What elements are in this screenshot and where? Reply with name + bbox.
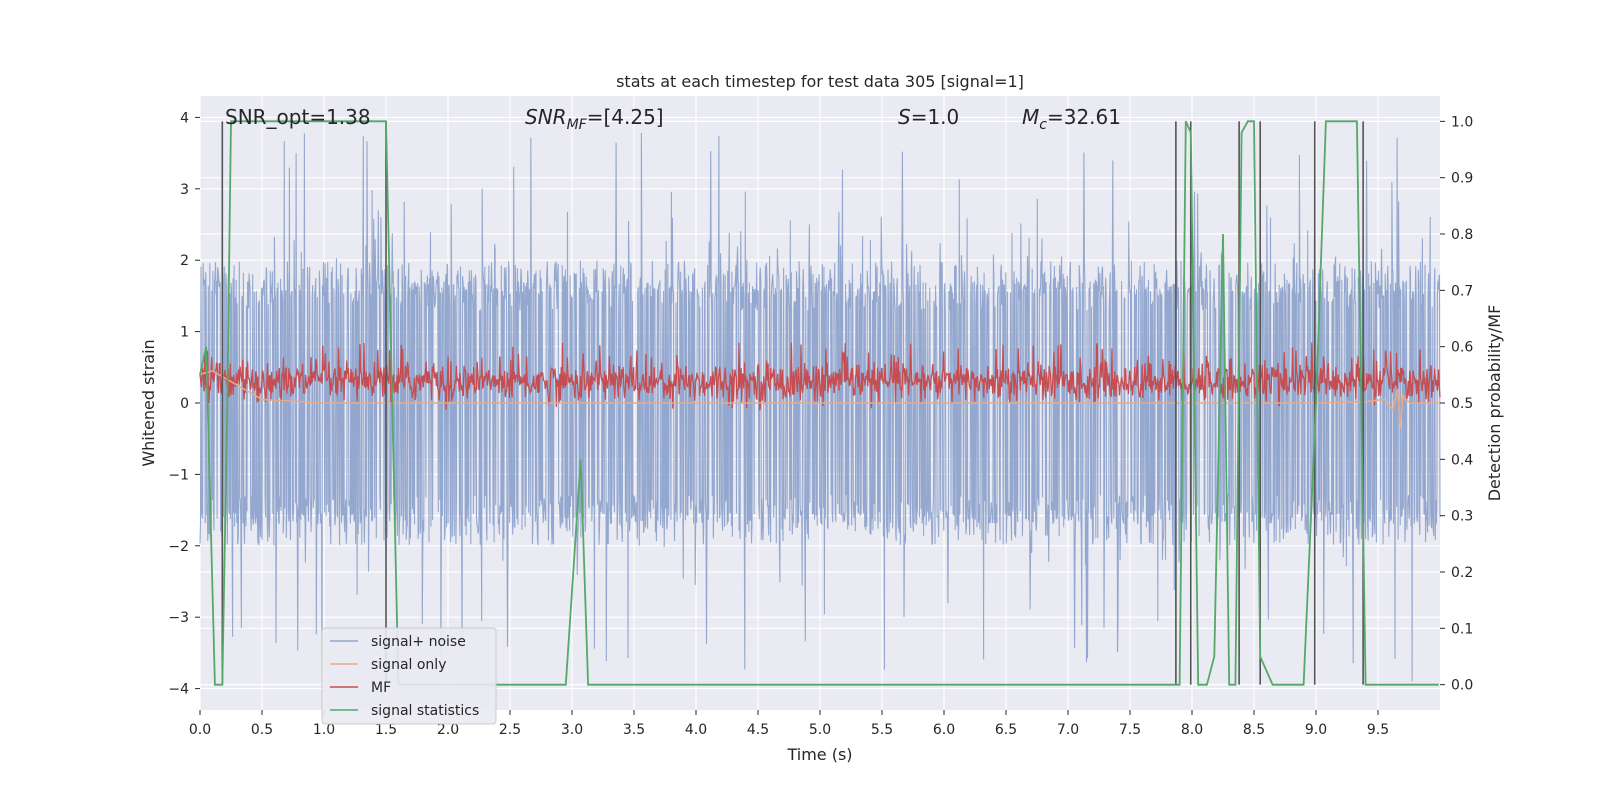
- legend-box: [321, 627, 497, 725]
- y2-tick-label: 0.6: [1451, 340, 1473, 356]
- y-tick-label: 2: [180, 253, 189, 269]
- x-tick-label: 6.0: [933, 722, 955, 738]
- x-tick-label: 7.5: [1119, 722, 1141, 738]
- y-tick-label: −4: [168, 682, 189, 698]
- x-tick-label: 0.0: [189, 722, 211, 738]
- x-tick-label: 2.5: [499, 722, 521, 738]
- annotation-mc-main: M: [1022, 105, 1039, 129]
- y2-tick-label: 0.9: [1451, 171, 1473, 187]
- legend-label-signal-only: signal only: [371, 657, 446, 673]
- x-tick-label: 5.5: [871, 722, 893, 738]
- x-tick-label: 4.0: [685, 722, 707, 738]
- x-axis-ticks: 0.0 0.5 1.0 1.5 2.0 2.5 3.0 3.5 4.0 4.5 5.0 5.5 6.0 6…: [189, 710, 1389, 738]
- series-signal-plus-noise: [199, 132, 1441, 682]
- y2-axis-ticks: 0.0 0.1 0.2 0.3 0.4 0.5 0.6 0.7 0.8 0.9 1.0: [1440, 114, 1473, 694]
- annotation-s: S=1.0: [898, 105, 959, 129]
- series-mf: [199, 342, 1441, 411]
- series-signal-statistics: [199, 120, 1439, 686]
- x-tick-label: 3.5: [623, 722, 645, 738]
- x-axis-label: Time (s): [786, 745, 852, 764]
- y-tick-label: −3: [168, 610, 189, 626]
- y2-tick-label: 0.2: [1451, 565, 1473, 581]
- x-tick-label: 0.5: [251, 722, 273, 738]
- y-axis-label: Whitened strain: [139, 339, 158, 466]
- y2-tick-label: 0.8: [1451, 227, 1473, 243]
- x-tick-label: 9.5: [1367, 722, 1389, 738]
- y2-tick-label: 0.3: [1451, 509, 1473, 525]
- x-tick-label: 8.5: [1243, 722, 1265, 738]
- x-tick-label: 4.5: [747, 722, 769, 738]
- y-tick-label: 1: [180, 325, 189, 341]
- y2-tick-label: 0.4: [1451, 452, 1473, 468]
- legend-label-mf: MF: [371, 680, 391, 696]
- y-tick-label: 0: [180, 396, 189, 412]
- x-tick-label: 2.0: [437, 722, 459, 738]
- y2-axis-label: Detection probability/MF: [1485, 305, 1504, 502]
- legend: signal+ noise signal only MF signal stat…: [321, 627, 497, 725]
- y-tick-label: 4: [180, 110, 189, 126]
- y-tick-label: −2: [168, 539, 189, 555]
- y2-tick-label: 0.5: [1451, 396, 1473, 412]
- y2-tick-label: 0.7: [1451, 283, 1473, 299]
- legend-label-signal-statistics: signal statistics: [371, 703, 479, 719]
- y2-tick-label: 1.0: [1451, 114, 1473, 130]
- annotation-snr-mf-main: SNR: [525, 105, 567, 129]
- x-tick-label: 9.0: [1305, 722, 1327, 738]
- line-signal-statistics: [199, 120, 1439, 686]
- annotation-mc-sub: c: [1039, 117, 1047, 133]
- legend-label-signal-plus-noise: signal+ noise: [371, 634, 466, 650]
- y-tick-label: −1: [168, 467, 189, 483]
- line-mf: [199, 342, 1441, 411]
- x-tick-label: 8.0: [1181, 722, 1203, 738]
- x-tick-label: 3.0: [561, 722, 583, 738]
- annotation-snr-mf-sub: MF: [567, 117, 588, 133]
- annotation-snr-opt: SNR_opt=1.38: [225, 105, 371, 129]
- x-tick-label: 5.0: [809, 722, 831, 738]
- annotation-mc-value: =32.61: [1047, 105, 1121, 129]
- annotation-snr-mf-value: =[4.25]: [587, 105, 664, 129]
- y2-tick-label: 0.0: [1451, 678, 1473, 694]
- y-tick-label: 3: [180, 182, 189, 198]
- x-tick-label: 6.5: [995, 722, 1017, 738]
- y2-tick-label: 0.1: [1451, 621, 1473, 637]
- line-signal-plus-noise: [199, 132, 1441, 682]
- x-tick-label: 1.5: [375, 722, 397, 738]
- x-tick-label: 7.0: [1057, 722, 1079, 738]
- annotation-s-value: =1.0: [911, 105, 960, 129]
- y-axis-ticks: −4 −3 −2 −1 0 1 2 3 4: [168, 110, 200, 698]
- x-tick-label: 1.0: [313, 722, 335, 738]
- annotation-snr-mf: SNRMF=[4.25]: [525, 105, 664, 133]
- chart-title: stats at each timestep for test data 305…: [616, 72, 1024, 91]
- annotation-s-main: S: [898, 105, 911, 129]
- annotation-mc: Mc=32.61: [1022, 105, 1121, 133]
